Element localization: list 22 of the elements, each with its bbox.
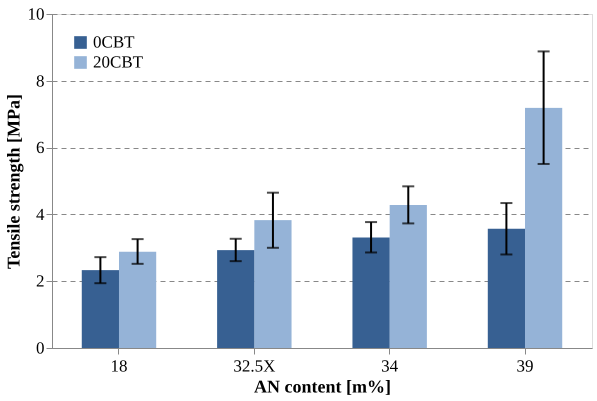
x-tick-label: 39 (516, 356, 534, 376)
x-tick-label: 32.5X (233, 356, 276, 376)
bar (390, 205, 427, 348)
y-tick-label: 6 (36, 138, 44, 158)
y-tick-label: 4 (36, 204, 45, 224)
y-tick-label: 8 (36, 71, 44, 90)
x-tick-label: 18 (110, 356, 128, 376)
bar (217, 250, 254, 348)
bar (254, 220, 292, 348)
y-axis-title: Tensile strength [MPa] (4, 94, 24, 269)
y-tick-label: 0 (36, 338, 44, 358)
x-tick-label: 34 (381, 356, 399, 376)
bar (352, 237, 390, 348)
legend-label: 20CBT (93, 52, 144, 72)
bar (118, 252, 156, 348)
bar (525, 108, 562, 348)
x-axis-title: AN content [m%] (254, 376, 391, 396)
y-tick-label: 10 (28, 4, 44, 24)
bar (488, 228, 526, 348)
legend-label: 0CBT (93, 32, 136, 52)
y-tick-label: 2 (36, 272, 44, 291)
bar (82, 270, 119, 348)
